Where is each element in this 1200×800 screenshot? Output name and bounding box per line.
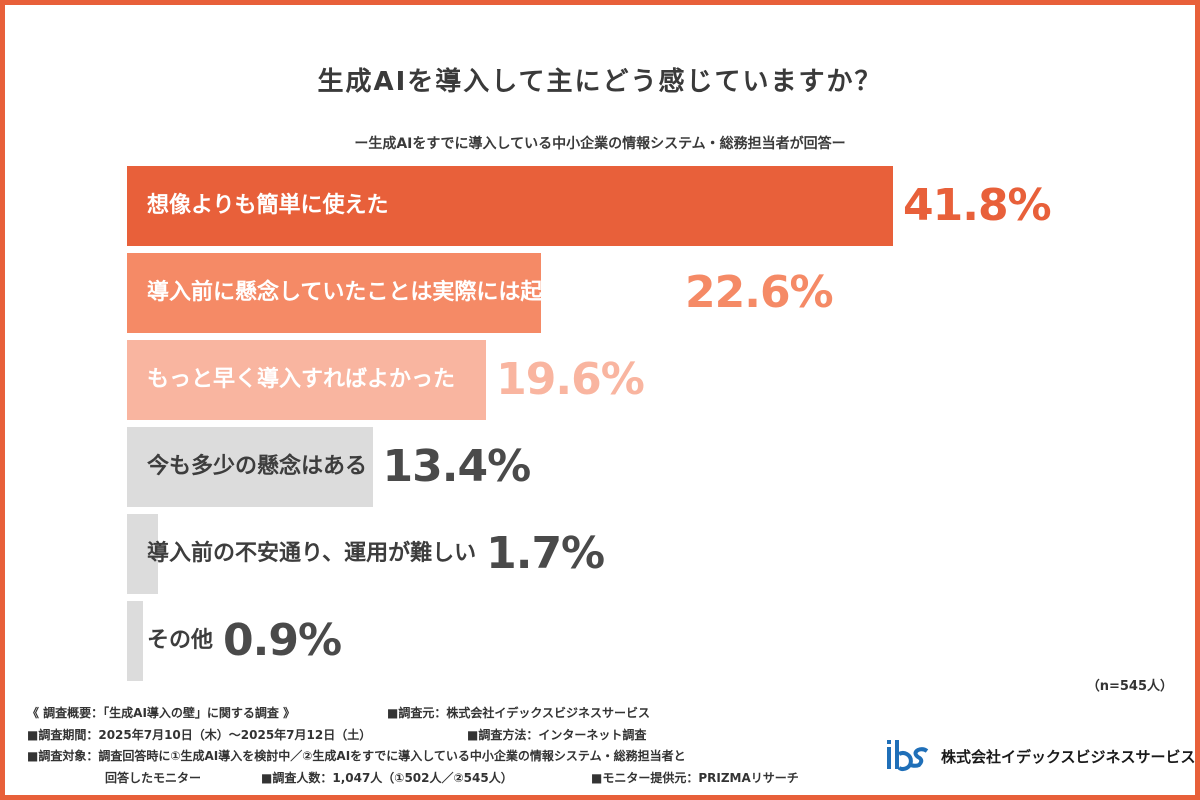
bar-label: 今も多少の懸念はある	[147, 454, 368, 479]
ibs-logo-icon	[887, 740, 929, 771]
bar-label: もっと早く導入すればよかった	[147, 367, 456, 392]
survey-notes-line: ■調査対象：調査回答時に①生成AI導入を検討中／②生成AIをすでに導入している中…	[27, 746, 877, 768]
bar-value-label: 22.6%	[685, 267, 834, 318]
survey-method: ■調査方法：インターネット調査	[467, 727, 647, 742]
bar-label: 想像よりも簡単に使えた	[147, 193, 389, 218]
company-logo: 株式会社イデックスビジネスサービス	[885, 738, 1195, 772]
bar-value-label: 1.7%	[486, 528, 605, 579]
bar	[127, 427, 373, 507]
survey-notes-line: 回答したモニター ■調査人数：1,047人（①502人／②545人） ■モニター提供…	[27, 768, 877, 790]
bar-value-label: 41.8%	[903, 180, 1052, 231]
bar	[127, 340, 487, 420]
bar	[127, 514, 159, 594]
bar-label: 導入前に懸念していたことは実際には起こらなかった	[147, 280, 675, 305]
sample-size-note: （n=545人）	[1086, 679, 1173, 694]
bar	[127, 253, 542, 333]
bar-value-label: 13.4%	[382, 441, 532, 492]
survey-overview: 《 調査概要：「生成AI導入の壁」に関する調査 》	[27, 706, 296, 720]
survey-provider: ■モニター提供元：PRIZMAリサーチ	[591, 770, 799, 785]
bar-label: その他	[147, 628, 214, 653]
survey-target: ■調査対象：調査回答時に①生成AI導入を検討中／②生成AIをすでに導入している中…	[27, 749, 686, 763]
survey-period: ■調査期間：2025年7月10日（木）〜2025年7月12日（土）	[27, 727, 372, 742]
survey-notes-line: 《 調査概要：「生成AI導入の壁」に関する調査 》 ■調査元：株式会社イデックスビ…	[27, 703, 877, 725]
bar-chart: 想像よりも簡単に使えた 41.8% 導入前に懸念していたことは実際には起こらなかった…	[5, 5, 1195, 705]
survey-notes: 《 調査概要：「生成AI導入の壁」に関する調査 》 ■調査元：株式会社イデックスビ…	[27, 703, 877, 789]
chart-title: 生成AIを導入して主にどう感じていますか？	[317, 67, 883, 97]
bar	[127, 601, 144, 681]
chart-subtitle: ー生成AIをすでに導入している中小企業の情報システム・総務担当者が回答ー	[354, 136, 846, 152]
chart-card: 生成AIを導入して主にどう感じていますか？ ー生成AIをすでに導入している中小企…	[5, 5, 1195, 795]
survey-count: ■調査人数：1,047人（①502人／②545人）	[261, 770, 513, 785]
survey-source: ■調査元：株式会社イデックスビジネスサービス	[387, 706, 650, 720]
bar	[127, 166, 893, 246]
survey-target-cont: 回答したモニター	[105, 770, 202, 785]
bar-value-label: 0.9%	[223, 615, 342, 666]
bar-label: 導入前の不安通り、運用が難しい	[147, 541, 477, 566]
company-name: 株式会社イデックスビジネスサービス	[941, 748, 1195, 766]
bar-value-label: 19.6%	[496, 354, 645, 405]
survey-notes-line: ■調査期間：2025年7月10日（木）〜2025年7月12日（土） ■調査方法：イ…	[27, 725, 877, 747]
